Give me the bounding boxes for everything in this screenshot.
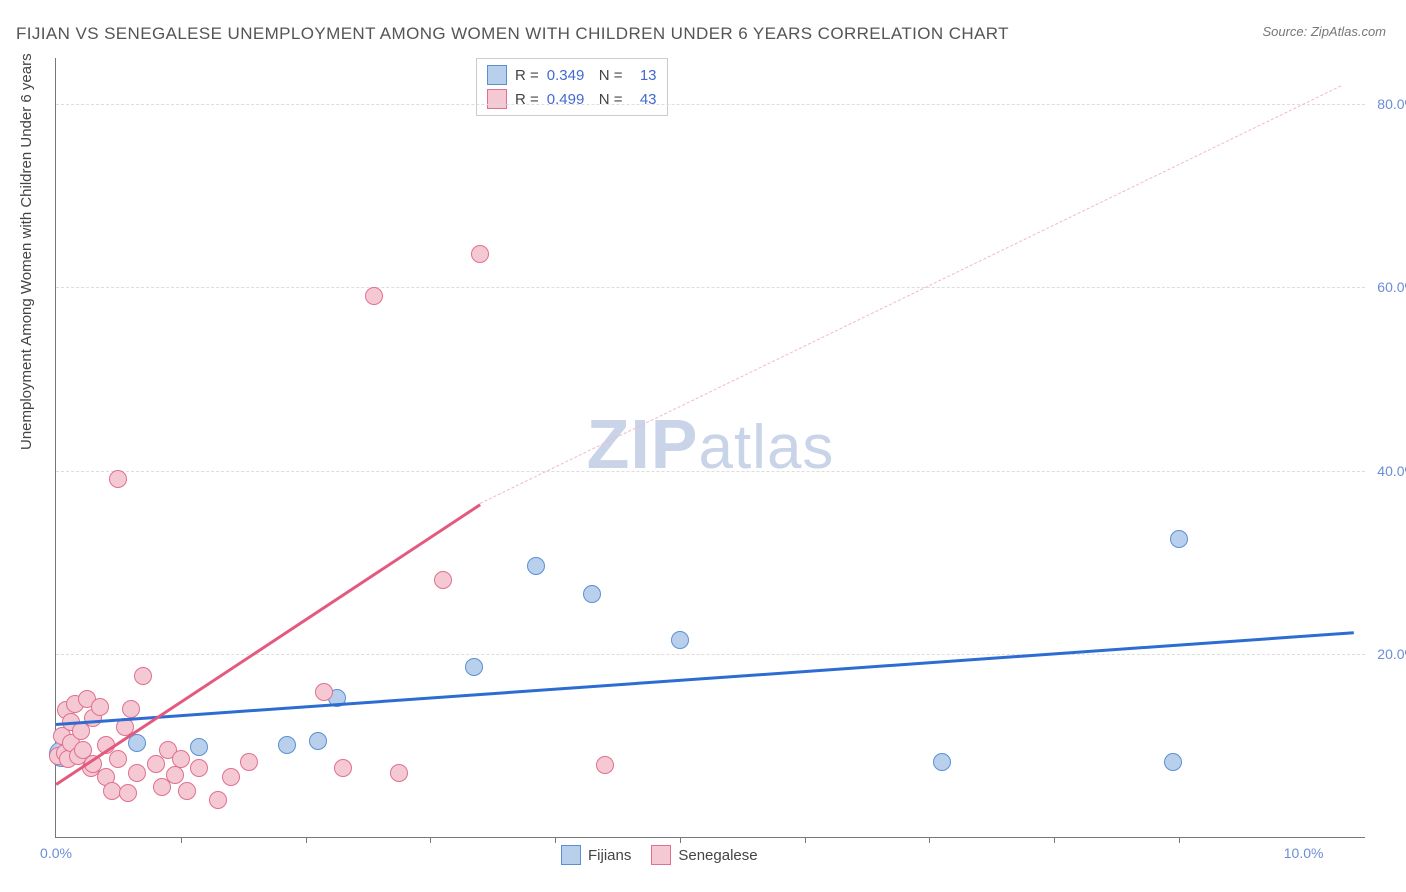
y-tick-label: 20.0% bbox=[1377, 646, 1406, 662]
gridline bbox=[56, 287, 1365, 288]
x-tick-mark bbox=[181, 837, 182, 843]
scatter-point bbox=[190, 738, 208, 756]
scatter-point bbox=[334, 759, 352, 777]
y-tick-label: 60.0% bbox=[1377, 279, 1406, 295]
scatter-point bbox=[190, 759, 208, 777]
scatter-point bbox=[134, 667, 152, 685]
legend-swatch bbox=[651, 845, 671, 865]
scatter-point bbox=[315, 683, 333, 701]
legend-item: Fijians bbox=[561, 845, 631, 865]
scatter-point bbox=[209, 791, 227, 809]
scatter-point bbox=[119, 784, 137, 802]
legend-label: Fijians bbox=[588, 847, 631, 864]
scatter-point bbox=[278, 736, 296, 754]
scatter-point bbox=[527, 557, 545, 575]
scatter-point bbox=[178, 782, 196, 800]
r-value: 0.499 bbox=[547, 91, 591, 108]
scatter-point bbox=[671, 631, 689, 649]
scatter-point bbox=[128, 734, 146, 752]
scatter-point bbox=[596, 756, 614, 774]
scatter-point bbox=[166, 766, 184, 784]
chart-title: FIJIAN VS SENEGALESE UNEMPLOYMENT AMONG … bbox=[16, 24, 1009, 44]
r-label: R = bbox=[515, 91, 539, 108]
legend-swatch bbox=[487, 89, 507, 109]
scatter-point bbox=[122, 700, 140, 718]
x-tick-label: 10.0% bbox=[1284, 845, 1324, 861]
scatter-point bbox=[147, 755, 165, 773]
legend-swatch bbox=[487, 65, 507, 85]
legend-row: R = 0.349 N = 13 bbox=[487, 63, 657, 87]
legend-swatch bbox=[561, 845, 581, 865]
x-tick-mark bbox=[555, 837, 556, 843]
scatter-point bbox=[91, 698, 109, 716]
r-value: 0.349 bbox=[547, 67, 591, 84]
y-tick-label: 40.0% bbox=[1377, 463, 1406, 479]
scatter-point bbox=[365, 287, 383, 305]
r-label: R = bbox=[515, 67, 539, 84]
scatter-point bbox=[109, 470, 127, 488]
scatter-point bbox=[240, 753, 258, 771]
plot-area: ZIPatlas R =0.349N =13R =0.499N =43 Fiji… bbox=[55, 58, 1365, 838]
scatter-point bbox=[172, 750, 190, 768]
scatter-point bbox=[434, 571, 452, 589]
legend-correlation: R = 0.349 N = 13 R = 0.499 N = 43 bbox=[476, 58, 668, 116]
x-tick-mark bbox=[306, 837, 307, 843]
trend-line bbox=[55, 503, 481, 785]
x-tick-mark bbox=[1179, 837, 1180, 843]
x-tick-mark bbox=[430, 837, 431, 843]
n-value: 13 bbox=[631, 67, 657, 84]
n-value: 43 bbox=[631, 91, 657, 108]
n-label: N = bbox=[599, 91, 623, 108]
scatter-point bbox=[1164, 753, 1182, 771]
trend-line bbox=[480, 86, 1341, 504]
legend-label: Senegalese bbox=[678, 847, 757, 864]
legend-item: Senegalese bbox=[651, 845, 757, 865]
x-tick-label: 0.0% bbox=[40, 845, 72, 861]
x-tick-mark bbox=[805, 837, 806, 843]
scatter-point bbox=[309, 732, 327, 750]
legend-series: Fijians Senegalese bbox=[561, 845, 758, 865]
scatter-point bbox=[583, 585, 601, 603]
scatter-point bbox=[1170, 530, 1188, 548]
scatter-point bbox=[390, 764, 408, 782]
legend-row: R = 0.499 N = 43 bbox=[487, 87, 657, 111]
x-tick-mark bbox=[680, 837, 681, 843]
scatter-point bbox=[128, 764, 146, 782]
scatter-point bbox=[471, 245, 489, 263]
x-tick-mark bbox=[1054, 837, 1055, 843]
gridline bbox=[56, 104, 1365, 105]
n-label: N = bbox=[599, 67, 623, 84]
x-tick-mark bbox=[929, 837, 930, 843]
scatter-point bbox=[109, 750, 127, 768]
trend-line bbox=[56, 632, 1354, 726]
scatter-point bbox=[465, 658, 483, 676]
y-tick-label: 80.0% bbox=[1377, 96, 1406, 112]
source-label: Source: ZipAtlas.com bbox=[1262, 24, 1386, 39]
scatter-point bbox=[933, 753, 951, 771]
gridline bbox=[56, 471, 1365, 472]
scatter-point bbox=[72, 722, 90, 740]
y-axis-label: Unemployment Among Women with Children U… bbox=[18, 53, 35, 450]
scatter-point bbox=[222, 768, 240, 786]
